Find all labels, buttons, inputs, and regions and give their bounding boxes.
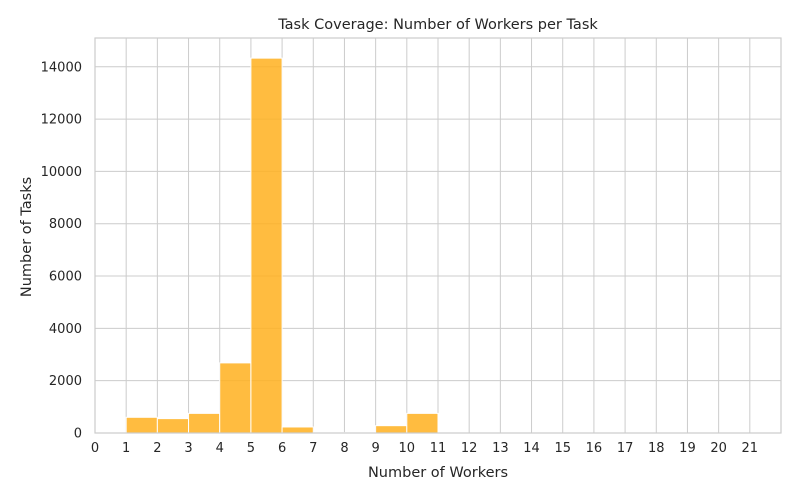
x-tick-label: 21 [742, 441, 759, 456]
grid-lines [94, 38, 781, 434]
y-tick-label: 2000 [49, 374, 82, 389]
x-tick-label: 7 [309, 441, 317, 456]
y-tick-label: 12000 [41, 113, 82, 128]
x-tick-label: 13 [492, 441, 509, 456]
x-tick-label: 0 [91, 441, 99, 456]
x-tick-label: 20 [710, 441, 727, 456]
y-axis-label: Number of Tasks [19, 177, 35, 297]
x-tick-label: 15 [554, 441, 571, 456]
x-tick-label: 4 [216, 441, 224, 456]
x-tick-label: 17 [617, 441, 634, 456]
x-tick-label: 5 [247, 441, 255, 456]
y-tick-labels: 0 2000 4000 6000 8000 10000 12000 14000 [41, 60, 82, 441]
x-tick-label: 9 [371, 441, 379, 456]
y-tick-label: 8000 [49, 217, 82, 232]
x-tick-label: 2 [153, 441, 161, 456]
x-tick-label: 14 [523, 441, 540, 456]
bars [125, 57, 439, 434]
x-tick-label: 12 [461, 441, 478, 456]
histogram-bar [125, 416, 158, 434]
y-tick-label: 4000 [49, 322, 82, 337]
y-tick-label: 0 [74, 427, 82, 442]
x-tick-label: 8 [340, 441, 348, 456]
chart-title: Task Coverage: Number of Workers per Tas… [277, 17, 598, 33]
histogram-bar [281, 426, 314, 434]
histogram-bar [188, 412, 221, 434]
x-tick-label: 16 [586, 441, 603, 456]
x-tick-label: 18 [648, 441, 665, 456]
x-tick-label: 10 [399, 441, 416, 456]
x-tick-label: 3 [184, 441, 192, 456]
histogram-bar [250, 57, 283, 434]
histogram-bar [219, 362, 252, 434]
x-tick-label: 19 [679, 441, 696, 456]
histogram-bar [406, 412, 439, 434]
x-tick-label: 1 [122, 441, 130, 456]
histogram-bar [375, 425, 408, 434]
y-tick-label: 14000 [41, 60, 82, 75]
x-tick-label: 6 [278, 441, 286, 456]
plot-area-frame [94, 37, 782, 434]
y-tick-label: 6000 [49, 270, 82, 285]
histogram-bar [156, 418, 190, 434]
y-tick-label: 10000 [41, 165, 82, 180]
x-tick-labels: 0 1 2 3 4 5 6 7 8 9 10 11 12 13 14 15 16 17 18 19 20 21 [91, 441, 758, 456]
x-axis-label: Number of Workers [368, 465, 508, 481]
x-tick-label: 11 [430, 441, 447, 456]
